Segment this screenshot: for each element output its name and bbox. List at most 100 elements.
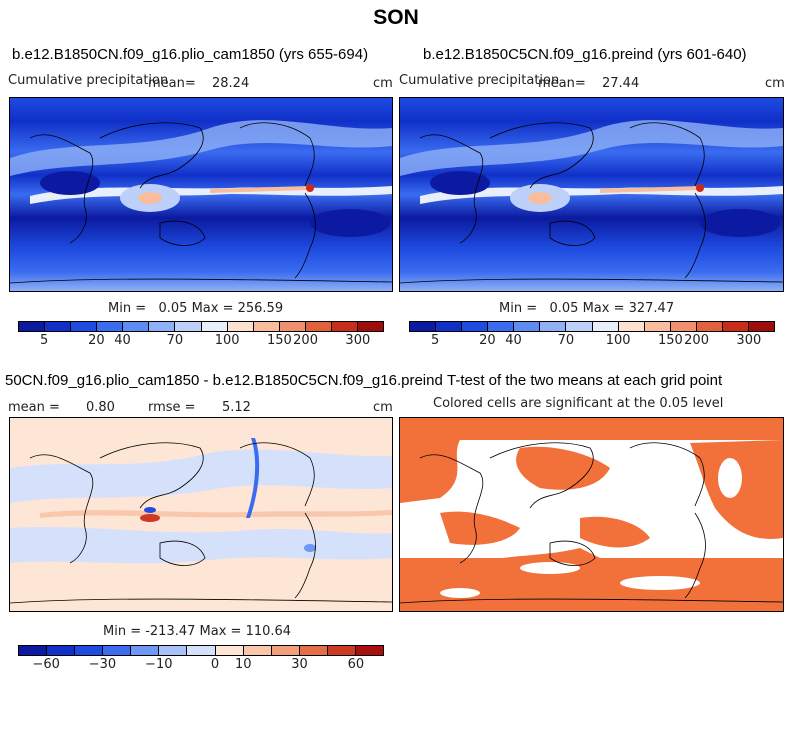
- panel3-units: cm: [373, 400, 393, 415]
- panel2-colorbar-color-cell: [462, 322, 489, 331]
- panel2-colorbar-tick-label: 70: [557, 333, 575, 348]
- panel3-colorbar-color-cell: [327, 646, 356, 655]
- panel1-colorbar-color-cell: [175, 322, 202, 331]
- panel1-dry-zone-africa: [40, 171, 100, 195]
- panel3-colorbar: [18, 645, 384, 656]
- panel1-min-max: Min = 0.05 Max = 256.59: [108, 301, 284, 316]
- panel1-colorbar-color-cell: [358, 322, 384, 331]
- panel3-colorbar-color-cell: [159, 646, 188, 655]
- panel3-difference-map: [9, 417, 393, 612]
- panel1-colorbar-tick-label: 20: [88, 333, 105, 348]
- panel2-coastlines: [400, 122, 783, 284]
- panel1-colorbar: [18, 321, 384, 332]
- panel2-colorbar-labels: 5 20 40 70 100 150 200 300: [409, 333, 775, 349]
- panel4-title: T-test of the two means at each grid poi…: [447, 372, 723, 389]
- panel2-colorbar-color-cell: [540, 322, 567, 331]
- panel2-colorbar-color-cell: [488, 322, 515, 331]
- panel4-coastlines: [400, 442, 783, 604]
- panel1-colorbar-color-cell: [279, 322, 306, 331]
- panel1-itcz-core: [210, 186, 310, 193]
- panel2-mean-value: 27.44: [602, 76, 640, 91]
- panel1-map-svg: [10, 98, 392, 291]
- panel3-colorbar-color-cell: [215, 646, 244, 655]
- panel1-coastlines: [10, 122, 392, 284]
- panel3-colorbar-tick-label: 30: [291, 657, 308, 672]
- panel2-colorbar-tick-label: 100: [605, 333, 631, 348]
- panel3-positive-spot: [140, 514, 160, 522]
- panel1-colorbar-color-cell: [97, 322, 124, 331]
- panel2-mean-label: mean=: [538, 76, 586, 91]
- panel1-colorbar-color-cell: [253, 322, 280, 331]
- panel3-negative-spot: [144, 507, 156, 513]
- panel3-mean-value: 0.80: [86, 400, 115, 415]
- panel3-rmse-label: rmse =: [148, 400, 196, 415]
- panel1-colorbar-labels: 5 20 40 70 100 150 200 300: [18, 333, 384, 349]
- panel3-colorbar-tick-label: 10: [234, 657, 252, 672]
- panel2-storm-track: [400, 120, 783, 176]
- panel1-mean-label: mean=: [148, 76, 196, 91]
- panel2-colorbar-color-cell: [592, 322, 619, 331]
- panel3-map-svg: [10, 418, 392, 611]
- panel4-significant-cells: [400, 418, 783, 611]
- panel3-colorbar-color-cell: [355, 646, 384, 655]
- panel2-colorbar-color-cell: [696, 322, 723, 331]
- panel3-negative-band-south: [10, 526, 392, 564]
- panel2-colorbar-color-cell: [566, 322, 593, 331]
- panel3-negative-spot-sa: [304, 544, 316, 552]
- panel1-colorbar-color-cell: [305, 322, 332, 331]
- panel3-title: 50CN.f09_g16.plio_cam1850 - b.e12.B1850C…: [5, 372, 443, 389]
- panel2-colorbar-color-cell: [722, 322, 750, 331]
- panel1-colorbar-tick-label: 40: [114, 333, 131, 348]
- panel1-colorbar-color-cell: [45, 322, 72, 331]
- panel4-map-svg: [400, 418, 783, 611]
- panel4-insignificant-gaps: [440, 458, 742, 598]
- panel2-variable-label: Cumulative precipitation: [399, 73, 560, 88]
- panel2-units: cm: [765, 76, 785, 91]
- panel2-colorbar-tick-label: 20: [479, 333, 496, 348]
- panel1-max-spot: [306, 184, 314, 192]
- panel2-map-svg: [400, 98, 783, 291]
- figure-title: SON: [373, 6, 419, 29]
- panel4-significance-map: [399, 417, 784, 612]
- panel3-colorbar-tick-label: 60: [347, 657, 365, 672]
- panel2-colorbar-color-cell: [749, 322, 775, 331]
- panel1-colorbar-color-cell: [331, 322, 359, 331]
- panel3-colorbar-color-cell: [187, 646, 216, 655]
- panel1-colorbar-tick-label: 200: [293, 333, 318, 348]
- panel2-max-spot: [696, 184, 704, 192]
- panel4-subtitle: Colored cells are significant at the 0.0…: [433, 396, 724, 411]
- panel2-dry-zone-africa: [430, 171, 490, 195]
- panel3-negative-streak: [246, 438, 260, 518]
- panel2-warm-pool-core: [528, 192, 552, 204]
- panel3-colorbar-color-cell: [47, 646, 76, 655]
- panel1-variable-label: Cumulative precipitation: [8, 73, 169, 88]
- panel2-colorbar-tick-label: 40: [505, 333, 522, 348]
- panel1-storm-track: [10, 120, 392, 176]
- panel1-units: cm: [373, 76, 393, 91]
- panel3-colorbar-color-cell: [19, 646, 48, 655]
- panel3-negative-band-north: [10, 449, 392, 503]
- panel2-min-max: Min = 0.05 Max = 327.47: [499, 301, 675, 316]
- panel1-itcz-band: [30, 186, 392, 204]
- panel3-colorbar-color-cell: [299, 646, 328, 655]
- panel3-colorbar-color-cell: [75, 646, 104, 655]
- panel1-colorbar-tick-label: 70: [166, 333, 184, 348]
- panel1-mean-value: 28.24: [212, 76, 250, 91]
- panel1-warm-pool-core: [138, 192, 162, 204]
- panel2-itcz-band: [420, 186, 783, 204]
- panel1-dry-zone-se-pacific: [310, 209, 390, 237]
- panel2-colorbar-tick-label: 300: [736, 333, 762, 348]
- panel1-colorbar-color-cell: [19, 322, 46, 331]
- panel3-min-max: Min = -213.47 Max = 110.64: [103, 624, 292, 639]
- panel3-mean-label: mean =: [8, 400, 60, 415]
- panel3-colorbar-color-cell: [243, 646, 272, 655]
- panel3-colorbar-color-cell: [131, 646, 160, 655]
- panel3-coastlines: [10, 442, 392, 604]
- panel3-colorbar-color-cell: [271, 646, 300, 655]
- panel3-colorbar-labels: −60 −30 −10 0 10 30 60: [18, 657, 384, 673]
- panel2-colorbar-tick-label: 200: [684, 333, 709, 348]
- panel2-colorbar-color-cell: [514, 322, 541, 331]
- panel1-colorbar-color-cell: [201, 322, 228, 331]
- panel2-colorbar-color-cell: [410, 322, 437, 331]
- panel2-colorbar-color-cell: [436, 322, 463, 331]
